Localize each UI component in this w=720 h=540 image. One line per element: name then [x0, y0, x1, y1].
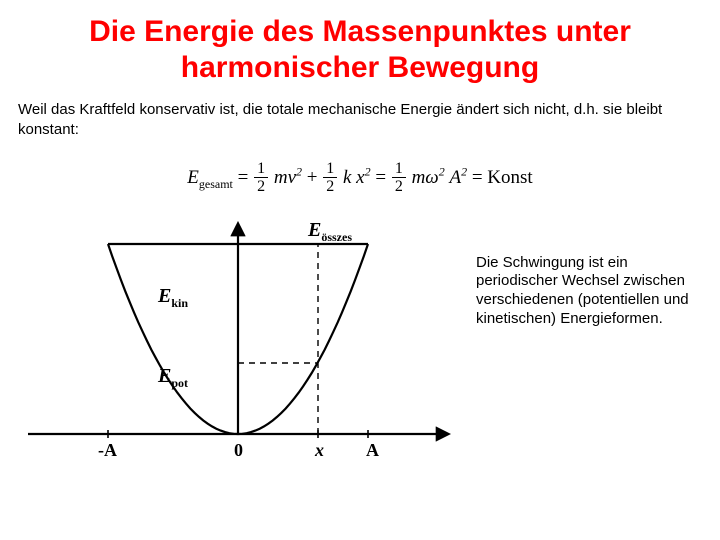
eq-frac3-num: 1 — [392, 161, 406, 178]
svg-text:A: A — [366, 440, 379, 460]
eq-frac1-den: 2 — [254, 178, 268, 196]
page-title: Die Energie des Massenpunktes unter harm… — [0, 0, 720, 96]
side-paragraph: Die Schwingung ist ein periodischer Wech… — [458, 204, 702, 329]
eq-term3-coef-var: mω — [412, 167, 439, 188]
eq-term3-coef-exp: 2 — [439, 164, 445, 178]
diagram-svg: Eösszes Ekin Epot -A 0 x A — [18, 204, 458, 474]
svg-text:Epot: Epot — [157, 365, 188, 390]
eq-term2-exp: 2 — [365, 164, 371, 178]
eq-frac2-den: 2 — [323, 178, 337, 196]
eq-frac1-num: 1 — [254, 161, 268, 178]
svg-text:Eösszes: Eösszes — [307, 219, 352, 244]
eq-lhs-symbol: E — [187, 167, 199, 188]
intro-paragraph: Weil das Kraftfeld konservativ ist, die … — [0, 96, 720, 147]
energy-equation: Egesamt = 12 mv2 + 12 k x2 = 12 mω2 A2 =… — [187, 167, 532, 188]
eq-lhs-sub: gesamt — [199, 176, 233, 190]
eq-rhs-const: Konst — [487, 167, 532, 188]
content-row: Eösszes Ekin Epot -A 0 x A Die Schwingung ist … — [0, 204, 720, 474]
svg-text:Ekin: Ekin — [157, 285, 188, 310]
eq-term1-exp: 2 — [296, 164, 302, 178]
eq-frac2-num: 1 — [323, 161, 337, 178]
eq-term1-var: mv — [274, 167, 296, 188]
svg-text:-A: -A — [98, 440, 117, 460]
energy-diagram: Eösszes Ekin Epot -A 0 x A — [18, 204, 458, 474]
svg-text:x: x — [314, 440, 324, 460]
eq-term3-exp: 2 — [461, 164, 467, 178]
eq-frac3-den: 2 — [392, 178, 406, 196]
equation-block: Egesamt = 12 mv2 + 12 k x2 = 12 mω2 A2 =… — [0, 147, 720, 204]
eq-term3-var: A — [449, 167, 461, 188]
svg-text:0: 0 — [234, 440, 243, 460]
eq-term2-var: k x — [343, 167, 365, 188]
